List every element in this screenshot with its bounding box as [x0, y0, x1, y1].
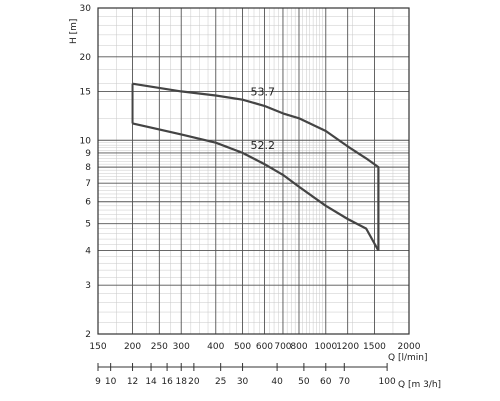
y-tick-label: 3	[85, 281, 91, 291]
secondary-x-tick-label: 12	[127, 377, 138, 387]
y-tick-label: 8	[85, 163, 91, 173]
major-gridlines	[97, 7, 410, 335]
y-tick-label: 9	[85, 149, 91, 159]
x-tick-label: 700	[274, 342, 291, 352]
secondary-x-tick-label: 25	[215, 377, 226, 387]
x-axis-label: Q [l/min]	[388, 353, 427, 363]
secondary-x-tick-label: 100	[379, 377, 396, 387]
x-tick-label: 1000	[314, 342, 337, 352]
secondary-x-tick-label: 70	[339, 377, 351, 387]
series-label-53-7: 53.7	[251, 86, 276, 99]
x-tick-label: 600	[256, 342, 273, 352]
secondary-x-tick-label: 40	[271, 377, 283, 387]
x-tick-label: 800	[290, 342, 307, 352]
x-tick-label: 1500	[363, 342, 386, 352]
secondary-x-tick-label: 30	[237, 377, 249, 387]
secondary-x-tick-label: 9	[95, 377, 101, 387]
secondary-x-tick-label: 50	[298, 377, 310, 387]
x-tick-label: 250	[151, 342, 168, 352]
y-tick-label: 20	[80, 53, 92, 63]
secondary-x-tick-label: 16	[161, 377, 173, 387]
series-label-52-2: 52.2	[251, 139, 276, 152]
series-layer: 53.7 52.2	[131, 82, 380, 252]
y-axis-label: H [m]	[69, 19, 79, 44]
y-tick-label: 4	[85, 247, 91, 257]
x-tick-label: 500	[234, 342, 251, 352]
y-tick-label: 2	[85, 330, 91, 340]
series-line-53-7	[132, 82, 380, 251]
series-line-52-2	[132, 122, 380, 252]
y-tick-label: 30	[80, 4, 92, 14]
y-tick-label: 5	[85, 220, 91, 230]
plot-frame	[97, 7, 410, 335]
x-tick-label: 1200	[336, 342, 359, 352]
y-tick-label: 10	[80, 136, 92, 146]
y-tick-label: 6	[85, 198, 91, 208]
x-tick-label: 2000	[398, 342, 421, 352]
y-tick-label: 7	[85, 179, 91, 189]
x-tick-label: 200	[124, 342, 141, 352]
secondary-x-tick-label: 14	[145, 377, 157, 387]
x-tick-label: 150	[89, 342, 106, 352]
y-axis-ticks: 2 3 4 5 6 7 8 9 10 15 20 30	[80, 4, 92, 340]
y-tick-label: 15	[80, 87, 91, 97]
secondary-x-tick-label: 60	[320, 377, 332, 387]
secondary-x-tick-label: 10	[105, 377, 117, 387]
secondary-x-axis: 9 10 12 14 16 18 20 25 30 40 50 60 70 100	[95, 363, 396, 387]
x-tick-label: 300	[173, 342, 190, 352]
secondary-x-axis-label: Q [m 3/h]	[398, 380, 441, 390]
x-tick-label: 400	[207, 342, 224, 352]
secondary-x-tick-label: 18	[175, 377, 187, 387]
secondary-x-tick-label: 20	[188, 377, 200, 387]
